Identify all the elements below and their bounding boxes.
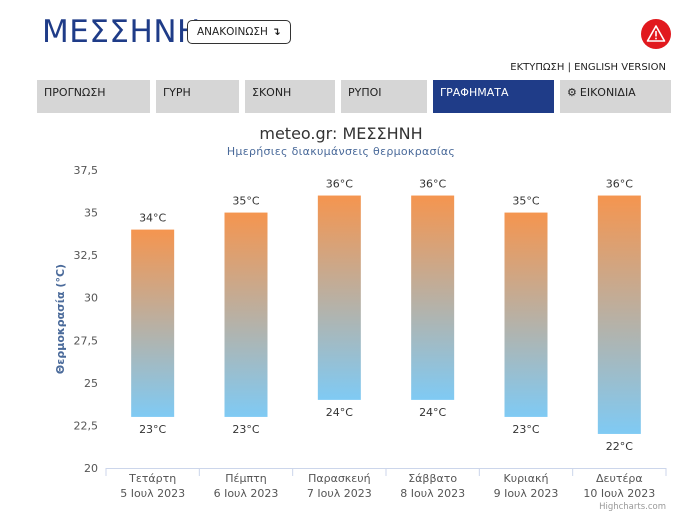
temperature-bar[interactable] [411,195,455,400]
warning-alert-button[interactable] [641,19,671,49]
high-temp-label: 35°C [232,195,259,208]
x-tick-label-date: 10 Ιουλ 2023 [583,487,655,500]
announcement-label: ΑΝΑΚΟΙΝΩΣΗ [197,26,268,38]
gear-icon: ⚙ [567,86,577,99]
tab-pollen[interactable]: ΓΥΡΗ [156,80,239,113]
x-tick-label-day: Τετάρτη [128,472,176,485]
x-tick-label-date: 6 Ιουλ 2023 [214,487,279,500]
low-temp-label: 23°C [139,423,166,436]
tab-forecast[interactable]: ΠΡΟΓΝΩΣΗ [37,80,150,113]
low-temp-label: 23°C [512,423,539,436]
x-tick-label-date: 5 Ιουλ 2023 [120,487,185,500]
x-tick-label-date: 9 Ιουλ 2023 [494,487,559,500]
x-tick-label-day: Σάββατο [408,472,457,485]
tab-pollutants[interactable]: ΡΥΠΟΙ [341,80,427,113]
tab-label: ΓΥΡΗ [163,86,191,99]
x-tick-label-day: Πέμπτη [225,472,266,485]
temperature-bar[interactable] [597,195,641,434]
tab-label: ΠΡΟΓΝΩΣΗ [44,86,106,99]
low-temp-label: 23°C [232,423,259,436]
temperature-bar[interactable] [317,195,361,400]
announcement-button[interactable]: ΑΝΑΚΟΙΝΩΣΗ ↴ [187,20,291,44]
tab-label: ΕΙΚΟΝΙΔΙΑ [579,86,636,99]
y-tick-label: 20 [84,462,98,475]
y-tick-label: 25 [84,377,98,390]
y-tick-label: 32,5 [74,249,99,262]
tab-label: ΡΥΠΟΙ [348,86,382,99]
warning-triangle-icon [646,25,666,42]
tab-charts[interactable]: ΓΡΑΦΗΜΑΤΑ [433,80,554,113]
tab-icons[interactable]: ⚙ ΕΙΚΟΝΙΔΙΑ [560,80,671,113]
high-temp-label: 34°C [139,212,166,225]
x-tick-label-day: Κυριακή [504,472,549,485]
x-tick-label-date: 8 Ιουλ 2023 [400,487,465,500]
low-temp-label: 22°C [606,440,633,453]
high-temp-label: 36°C [326,178,353,191]
y-axis-title: Θερμοκρασία (°C) [54,264,67,374]
temperature-bar[interactable] [131,229,175,417]
highcharts-credit[interactable]: Highcharts.com [599,502,666,512]
y-tick-label: 27,5 [74,334,99,347]
y-tick-label: 37,5 [74,164,99,177]
y-tick-label: 22,5 [74,419,99,432]
arrow-down-right-icon: ↴ [271,26,281,38]
x-tick-label-day: Παρασκευή [308,472,371,485]
chart-subtitle: Ημερήσιες διακυμάνσεις θερμοκρασίας [226,145,456,158]
temperature-bar[interactable] [504,212,548,417]
y-tick-label: 35 [84,207,98,220]
y-tick-label: 30 [84,292,98,305]
high-temp-label: 36°C [419,178,446,191]
high-temp-label: 35°C [512,195,539,208]
chart-title: meteo.gr: ΜΕΣΣΗΝΗ [259,124,423,143]
tab-label: ΣΚΟΝΗ [252,86,292,99]
high-temp-label: 36°C [606,178,633,191]
x-tick-label-date: 7 Ιουλ 2023 [307,487,372,500]
low-temp-label: 24°C [326,406,353,419]
x-tick-label-day: Δευτέρα [596,472,643,485]
low-temp-label: 24°C [419,406,446,419]
print-language-links[interactable]: ΕΚΤΥΠΩΣΗ | ENGLISH VERSION [510,62,666,73]
tab-label: ΓΡΑΦΗΜΑΤΑ [440,86,509,99]
temperature-bar[interactable] [224,212,268,417]
tab-dust[interactable]: ΣΚΟΝΗ [245,80,335,113]
page-title: ΜΕΣΣΗΝΗ [42,14,201,50]
